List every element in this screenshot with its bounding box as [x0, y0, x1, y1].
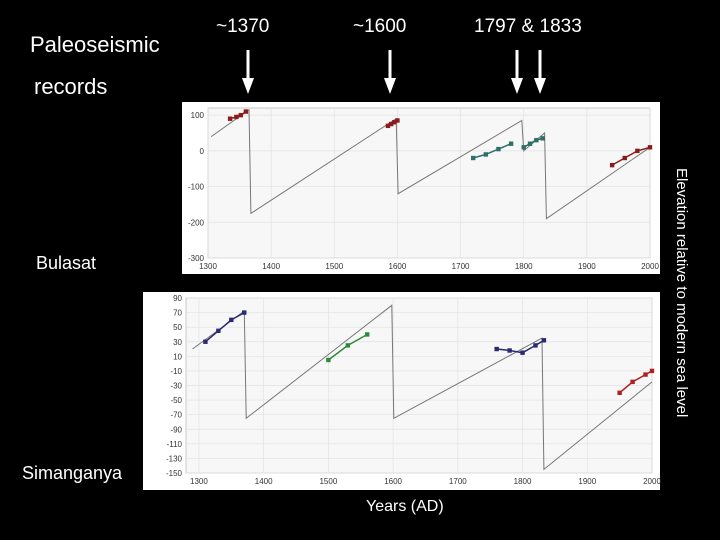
x-tick-label: 1400: [262, 262, 280, 271]
x-tick-label: 1300: [199, 262, 217, 271]
data-point: [494, 346, 499, 352]
event-label-1797-1833: 1797 & 1833: [474, 16, 582, 37]
y-tick-label: 100: [191, 111, 205, 120]
x-tick-label: 1800: [515, 262, 533, 271]
data-point: [216, 328, 221, 334]
site-label-simanganya: Simanganya: [22, 463, 123, 483]
y-tick-label: 70: [173, 309, 182, 318]
data-point: [521, 145, 526, 150]
y-tick-label: -70: [170, 411, 182, 420]
y-tick-label: -110: [167, 440, 183, 449]
y-tick-label: -30: [170, 382, 182, 391]
data-point: [229, 317, 234, 323]
slide-title-line1: Paleoseismic: [30, 32, 160, 57]
x-tick-label: 1900: [578, 477, 596, 486]
arrow-1370: [242, 50, 254, 94]
event-label-1370: ~1370: [216, 16, 270, 37]
observed-series-line: [523, 137, 543, 148]
data-point: [395, 118, 400, 123]
y-tick-label: -150: [166, 469, 183, 478]
data-point: [388, 121, 394, 127]
x-tick-label: 1900: [578, 262, 596, 271]
data-point: [508, 141, 514, 146]
observed-series-line: [472, 143, 512, 159]
data-point: [227, 116, 233, 121]
y-tick-label: 0: [200, 147, 205, 156]
y-tick-label: -10: [170, 367, 182, 376]
y-tick-label: 10: [173, 352, 182, 361]
data-point: [365, 332, 370, 337]
y-tick-label: 30: [173, 338, 182, 347]
arrow-1600: [384, 50, 396, 94]
y-tick-label: 50: [173, 323, 182, 332]
data-point: [496, 146, 501, 152]
data-point: [647, 145, 653, 150]
x-tick-label: 1600: [389, 262, 407, 271]
data-point: [649, 368, 655, 374]
data-point: [203, 339, 208, 344]
data-point: [622, 155, 627, 161]
observed-series-line: [619, 370, 653, 394]
data-point: [234, 114, 239, 120]
x-tick-label: 2000: [641, 262, 659, 271]
x-tick-label: 1300: [190, 477, 208, 486]
data-point: [630, 379, 635, 385]
x-tick-label: 1800: [514, 477, 532, 486]
data-point: [507, 348, 512, 353]
data-point: [609, 162, 615, 168]
y-tick-label: -300: [188, 254, 205, 263]
data-point: [617, 390, 622, 395]
y-tick-label: -130: [166, 454, 183, 463]
x-tick-label: 1500: [325, 262, 343, 271]
data-point: [326, 357, 331, 363]
data-point: [243, 109, 249, 114]
x-tick-label: 1700: [452, 262, 470, 271]
data-point: [392, 120, 397, 125]
data-point: [520, 350, 525, 355]
data-point: [643, 372, 648, 377]
data-point: [242, 310, 247, 315]
plot-area-bulasat: [207, 107, 651, 259]
chart-panel-simanganya: 90 70 50 30 10 -10 -30 -50 -70 -90 -110 -130 -150 130…: [143, 292, 661, 490]
arrow-1797: [511, 50, 523, 94]
data-point: [540, 136, 545, 141]
arrow-1833: [534, 50, 546, 94]
event-label-1600: ~1600: [353, 16, 407, 37]
x-tick-label: 1400: [255, 477, 273, 486]
data-point: [527, 141, 533, 146]
data-point: [385, 123, 391, 129]
x-axis-caption: Years (AD): [366, 498, 444, 515]
data-point: [238, 112, 244, 118]
y-tick-label: 90: [173, 294, 182, 303]
data-point: [541, 338, 547, 343]
data-point: [533, 343, 538, 348]
x-tick-label: 1700: [449, 477, 467, 486]
x-tick-label: 1500: [319, 477, 337, 486]
model-series-line: [210, 108, 651, 220]
y-tick-label: -90: [170, 425, 182, 434]
data-point: [345, 343, 351, 348]
slide-title-line2: records: [34, 74, 108, 99]
x-tick-label: 1600: [384, 477, 402, 486]
site-label-bulasat: Bulasat: [36, 253, 97, 273]
data-point: [483, 152, 489, 157]
observed-series-line: [204, 311, 245, 343]
data-point: [534, 137, 539, 143]
y-tick-label: -200: [188, 218, 205, 227]
y-tick-label: -100: [188, 183, 205, 192]
data-point: [635, 148, 640, 154]
observed-series-line: [611, 146, 651, 166]
data-point: [471, 155, 476, 161]
y-tick-label: -50: [170, 396, 182, 405]
model-series-line: [192, 304, 653, 471]
x-tick-label: 2000: [643, 477, 661, 486]
